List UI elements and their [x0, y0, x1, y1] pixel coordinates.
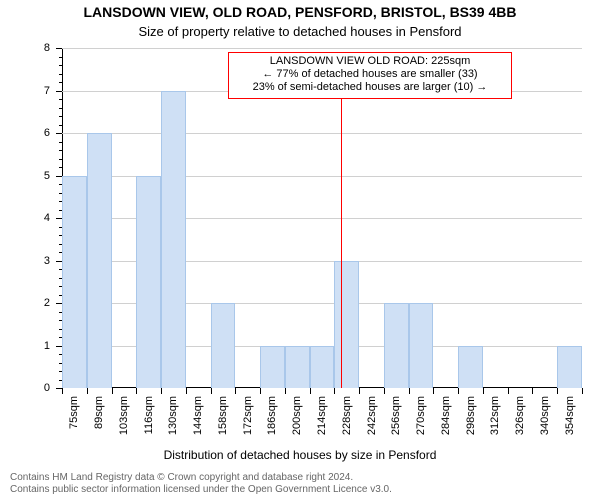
- y-minor-tick: [59, 108, 62, 109]
- y-tick-label: 6: [44, 127, 50, 139]
- y-minor-tick: [59, 142, 62, 143]
- x-tick-mark: [483, 388, 484, 394]
- x-tick-label: 186sqm: [266, 396, 278, 435]
- y-minor-tick: [59, 159, 62, 160]
- x-tick-mark: [161, 388, 162, 394]
- x-tick-label: 144sqm: [192, 396, 204, 435]
- annotation-line: 23% of semi-detached houses are larger (…: [233, 81, 507, 94]
- x-tick-mark: [359, 388, 360, 394]
- x-tick-mark: [62, 388, 63, 394]
- x-tick-label: 130sqm: [167, 396, 179, 435]
- x-tick-mark: [433, 388, 434, 394]
- x-tick-mark: [285, 388, 286, 394]
- bar: [384, 303, 409, 388]
- chart-title: LANSDOWN VIEW, OLD ROAD, PENSFORD, BRIST…: [0, 4, 600, 20]
- x-tick-mark: [186, 388, 187, 394]
- y-minor-tick: [59, 167, 62, 168]
- x-tick-mark: [532, 388, 533, 394]
- y-tick-mark: [56, 48, 62, 49]
- chart-subtitle: Size of property relative to detached ho…: [0, 24, 600, 39]
- annotation-line: ← 77% of detached houses are smaller (33…: [233, 68, 507, 81]
- x-tick-mark: [136, 388, 137, 394]
- y-minor-tick: [59, 65, 62, 66]
- bar: [334, 261, 359, 389]
- x-tick-label: 158sqm: [217, 396, 229, 435]
- plot-area: 01234567875sqm89sqm103sqm116sqm130sqm144…: [62, 48, 582, 388]
- y-tick-label: 8: [44, 42, 50, 54]
- gridline: [62, 133, 582, 134]
- bar: [136, 176, 161, 389]
- y-tick-mark: [56, 91, 62, 92]
- footer-line: Contains HM Land Registry data © Crown c…: [10, 472, 392, 484]
- y-minor-tick: [59, 125, 62, 126]
- bar: [458, 346, 483, 389]
- x-tick-mark: [235, 388, 236, 394]
- bar: [310, 346, 335, 389]
- bar: [211, 303, 236, 388]
- x-tick-mark: [260, 388, 261, 394]
- x-tick-label: 116sqm: [143, 396, 155, 434]
- y-tick-label: 3: [44, 255, 50, 267]
- x-tick-mark: [112, 388, 113, 394]
- bar: [260, 346, 285, 389]
- x-tick-mark: [310, 388, 311, 394]
- gridline: [62, 48, 582, 49]
- y-tick-label: 7: [44, 85, 50, 97]
- annotation-box: LANSDOWN VIEW OLD ROAD: 225sqm ← 77% of …: [228, 52, 512, 99]
- x-axis-label: Distribution of detached houses by size …: [0, 448, 600, 462]
- chart-container: LANSDOWN VIEW, OLD ROAD, PENSFORD, BRIST…: [0, 0, 600, 500]
- x-tick-label: 89sqm: [93, 396, 105, 429]
- x-tick-mark: [458, 388, 459, 394]
- y-minor-tick: [59, 99, 62, 100]
- x-tick-mark: [508, 388, 509, 394]
- y-tick-label: 4: [44, 212, 50, 224]
- x-tick-label: 172sqm: [242, 396, 254, 435]
- x-tick-label: 256sqm: [390, 396, 402, 435]
- x-tick-mark: [334, 388, 335, 394]
- y-tick-label: 5: [44, 170, 50, 182]
- bar: [557, 346, 582, 389]
- x-tick-label: 75sqm: [68, 396, 80, 429]
- x-tick-label: 326sqm: [514, 396, 526, 435]
- x-tick-label: 214sqm: [316, 396, 328, 435]
- y-tick-label: 2: [44, 297, 50, 309]
- x-tick-label: 200sqm: [291, 396, 303, 435]
- bar: [161, 91, 186, 389]
- x-tick-label: 242sqm: [366, 396, 378, 435]
- y-minor-tick: [59, 74, 62, 75]
- x-tick-mark: [582, 388, 583, 394]
- x-tick-label: 312sqm: [489, 396, 501, 435]
- x-tick-mark: [384, 388, 385, 394]
- y-minor-tick: [59, 57, 62, 58]
- x-tick-label: 354sqm: [564, 396, 576, 435]
- annotation-line: LANSDOWN VIEW OLD ROAD: 225sqm: [233, 55, 507, 68]
- bar: [62, 176, 87, 389]
- reference-line: [341, 52, 342, 388]
- y-minor-tick: [59, 116, 62, 117]
- y-tick-label: 0: [44, 382, 50, 394]
- y-minor-tick: [59, 150, 62, 151]
- bar: [409, 303, 434, 388]
- x-tick-label: 228sqm: [341, 396, 353, 435]
- bar: [87, 133, 112, 388]
- x-tick-mark: [557, 388, 558, 394]
- footer: Contains HM Land Registry data © Crown c…: [10, 472, 392, 496]
- y-tick-mark: [56, 133, 62, 134]
- x-tick-mark: [409, 388, 410, 394]
- x-tick-label: 270sqm: [415, 396, 427, 435]
- x-tick-label: 340sqm: [539, 396, 551, 435]
- x-tick-label: 298sqm: [465, 396, 477, 435]
- y-tick-label: 1: [44, 340, 50, 352]
- x-tick-mark: [87, 388, 88, 394]
- x-tick-label: 103sqm: [118, 396, 130, 435]
- footer-line: Contains public sector information licen…: [10, 484, 392, 496]
- x-tick-label: 284sqm: [440, 396, 452, 435]
- y-minor-tick: [59, 82, 62, 83]
- x-tick-mark: [211, 388, 212, 394]
- bar: [285, 346, 310, 389]
